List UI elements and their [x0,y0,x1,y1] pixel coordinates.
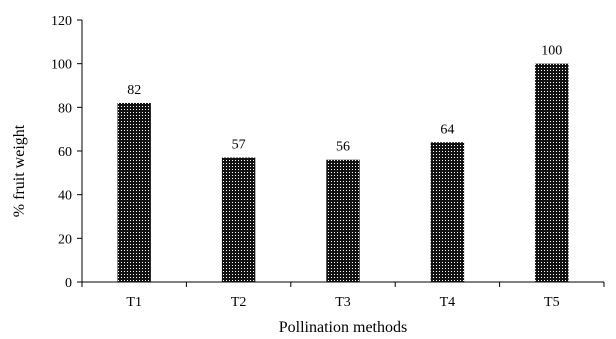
data-label: 82 [127,83,141,98]
y-tick-label: 40 [58,189,72,204]
y-tick-label: 0 [65,276,72,291]
bar [535,63,569,282]
y-tick-label: 120 [51,14,72,29]
y-axis-title: % fruit weight [11,124,28,217]
bar [326,159,360,282]
bar [117,102,151,282]
bar [221,157,256,282]
y-axis: 0 20 40 60 80 100 120 [51,14,83,291]
x-axis-title: Pollination methods [279,319,407,336]
bars [117,63,569,282]
data-labels: 82 57 56 64 100 [127,44,562,155]
x-axis: T1 T2 T3 T4 T5 [81,281,605,310]
x-tick-label: T5 [544,295,560,310]
data-label: 57 [232,138,246,153]
data-label: 100 [541,44,562,59]
bar [430,142,465,282]
x-tick-label: T3 [335,295,351,310]
data-label: 64 [440,122,454,137]
data-label: 56 [336,140,350,155]
y-tick-label: 100 [51,58,72,73]
x-tick-label: T4 [440,295,456,310]
x-tick-label: T1 [126,295,142,310]
x-tick-label: T2 [231,295,247,310]
y-tick-label: 60 [58,145,72,160]
y-tick-label: 80 [58,101,72,116]
y-tick-label: 20 [58,232,72,247]
